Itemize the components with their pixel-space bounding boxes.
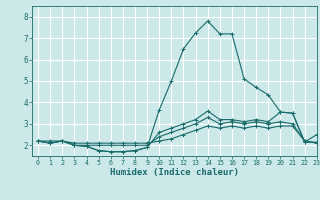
X-axis label: Humidex (Indice chaleur): Humidex (Indice chaleur) — [110, 168, 239, 177]
